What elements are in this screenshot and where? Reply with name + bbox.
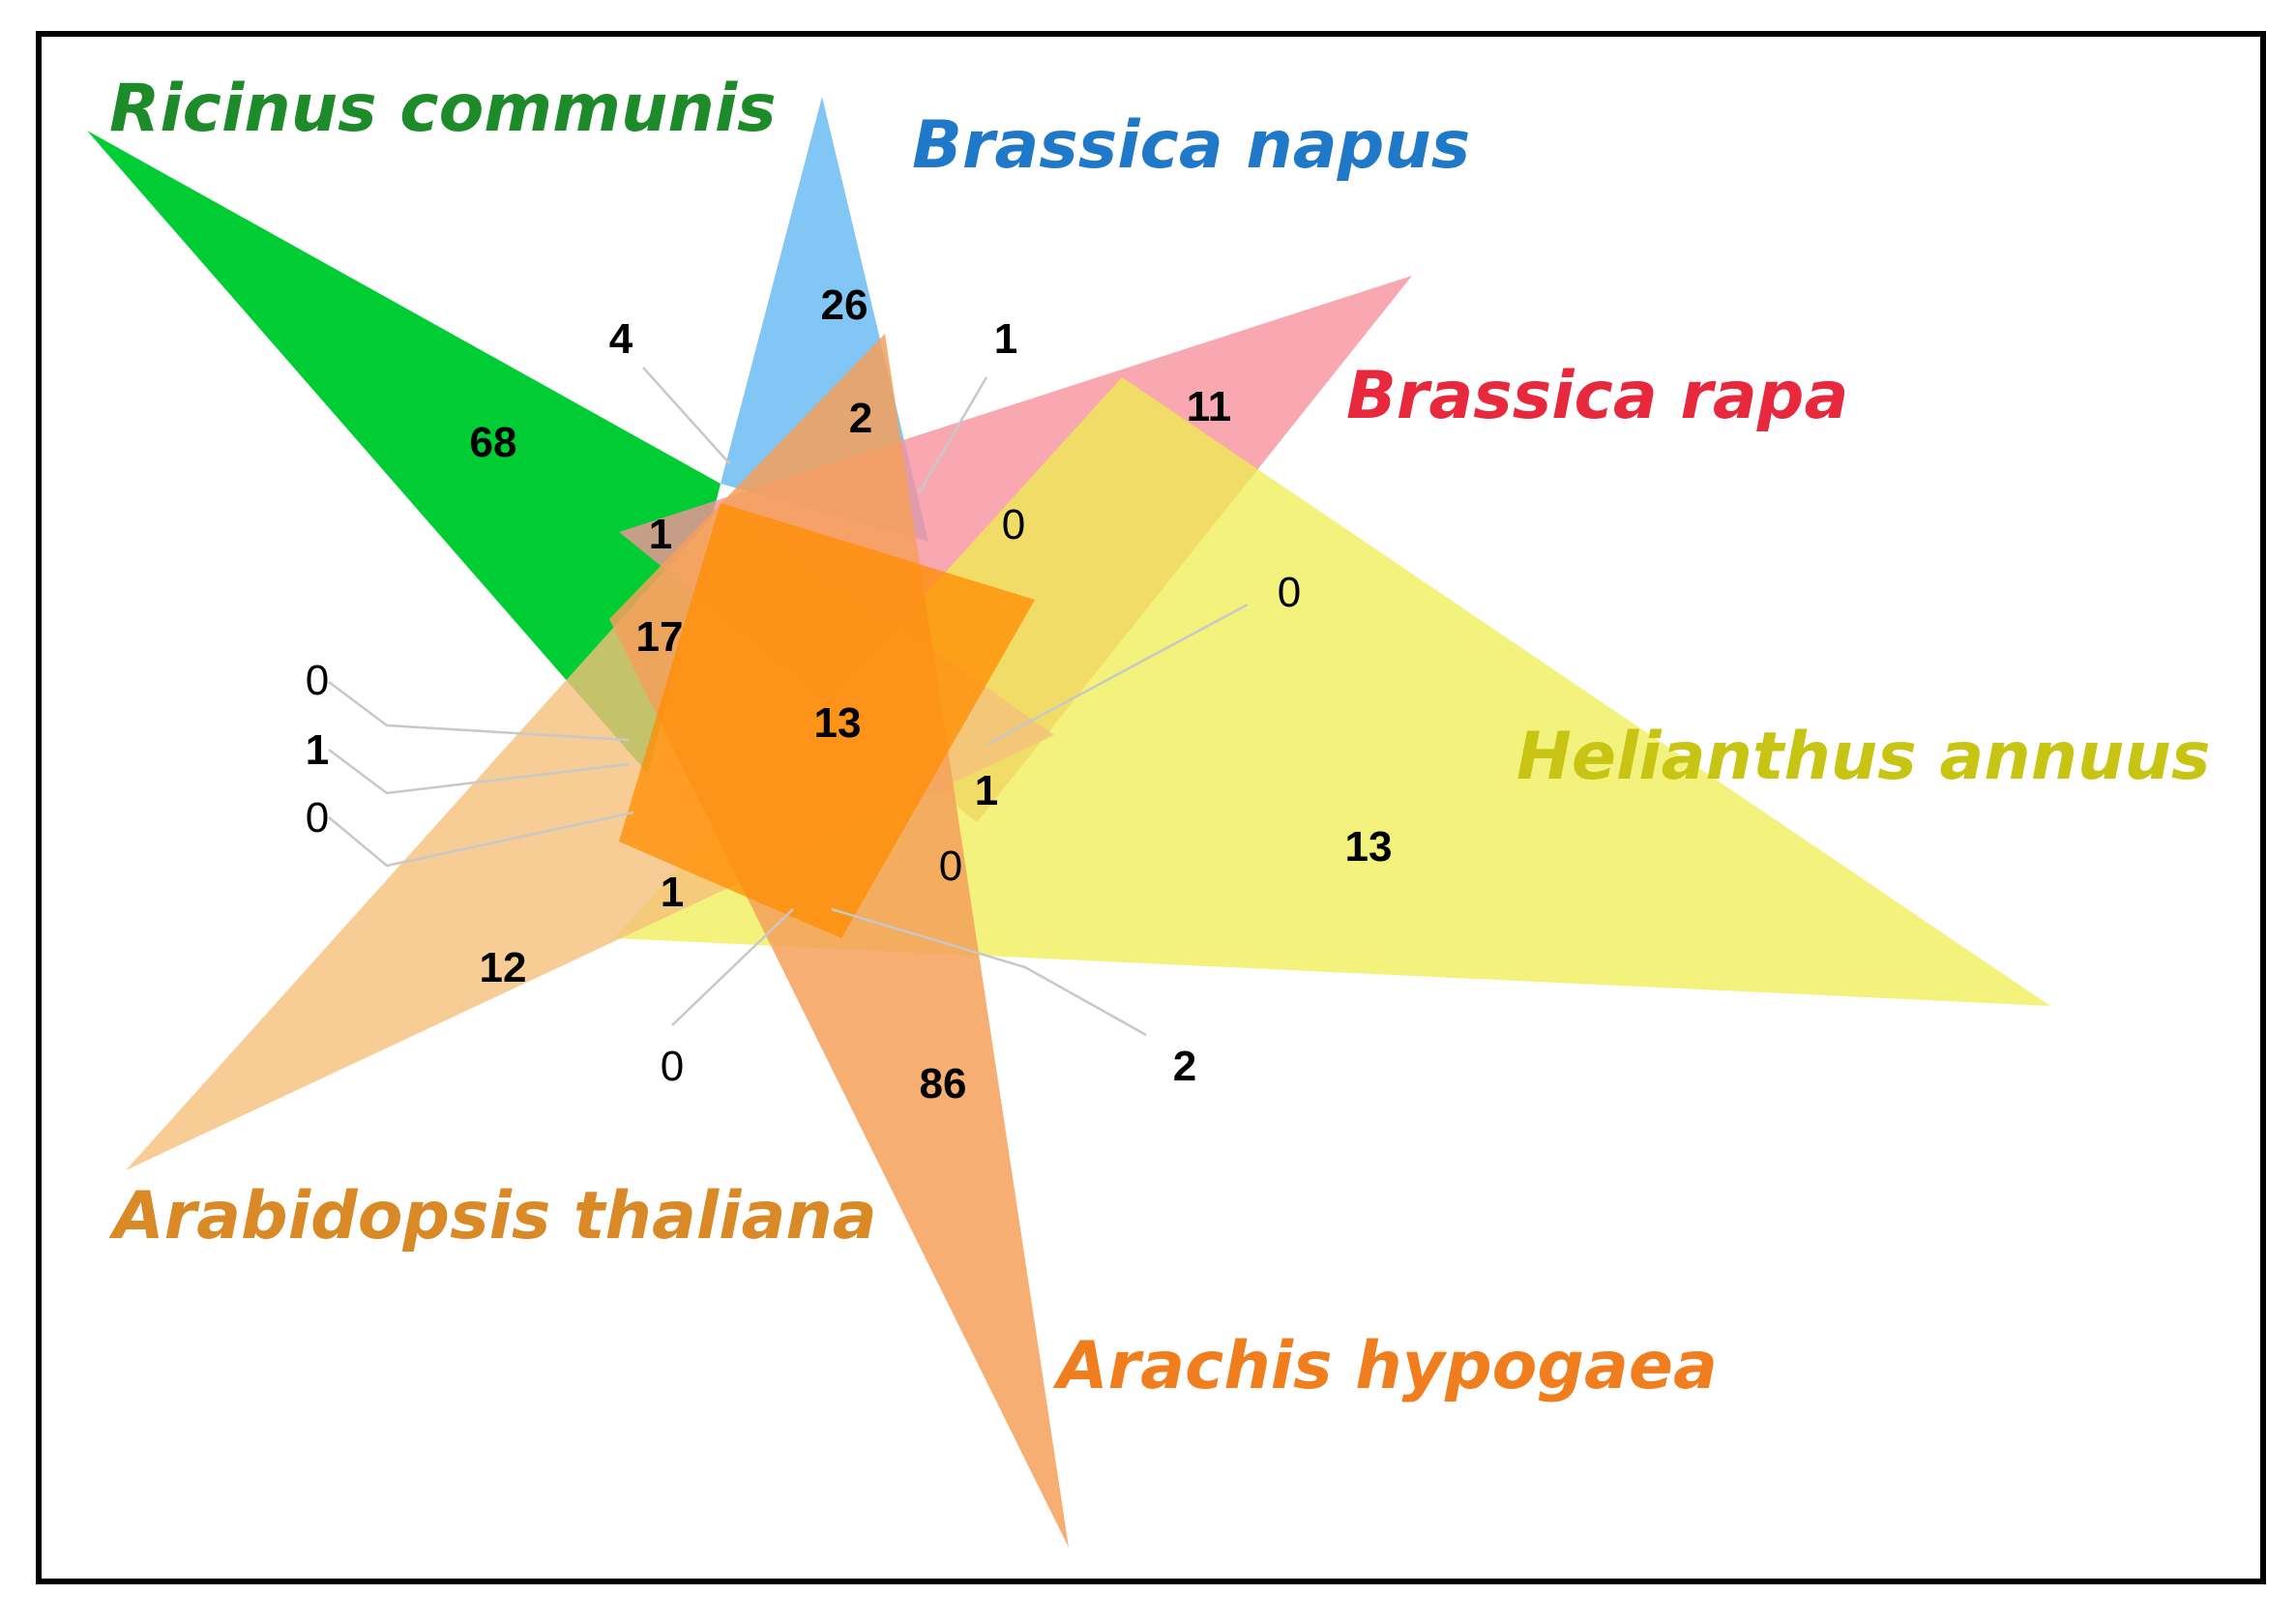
label-arabidopsis-thaliana: Arabidopsis thaliana <box>108 1178 877 1255</box>
count-intersection: 1 <box>994 315 1017 363</box>
leader-lines <box>328 367 1249 1037</box>
count-brapa-only: 11 <box>1187 383 1232 430</box>
count-arachis-only: 86 <box>920 1060 967 1107</box>
shape-helianthus-annuus <box>614 377 2050 1006</box>
count-helianthus-only: 13 <box>1345 823 1393 871</box>
unique-counts: 68 26 11 13 12 86 <box>470 281 1393 1107</box>
count-intersection: 1 <box>649 511 672 558</box>
count-intersection: 0 <box>939 842 962 890</box>
count-intersection: 2 <box>849 395 872 442</box>
count-intersection: 13 <box>814 699 862 747</box>
intersection-counts: 4 1 2 1 0 0 17 13 0 1 0 1 0 1 0 0 2 <box>306 315 1301 1090</box>
leader-line-0-left-a <box>328 681 630 742</box>
count-intersection: 4 <box>609 315 633 363</box>
count-intersection: 0 <box>661 1043 684 1090</box>
leader-line-1-top <box>917 376 988 494</box>
figure-frame <box>36 31 2266 1584</box>
label-brassica-napus: Brassica napus <box>912 107 1470 184</box>
shape-core-overlap <box>619 503 1035 938</box>
leader-line-4 <box>642 367 731 465</box>
leader-line-0-left-b <box>328 811 634 868</box>
label-helianthus-annuus: Helianthus annuus <box>1516 719 2210 795</box>
count-intersection: 1 <box>306 726 329 774</box>
label-brassica-rapa: Brassica rapa <box>1346 358 1848 434</box>
count-intersection: 0 <box>306 657 329 704</box>
count-ricinus-only: 68 <box>470 419 517 466</box>
leader-line-2-bottom <box>831 907 1147 1037</box>
leader-line-1-left <box>328 749 630 795</box>
count-intersection: 0 <box>306 794 329 842</box>
count-intersection: 0 <box>1278 569 1301 616</box>
count-arabidopsis-only: 12 <box>480 944 527 991</box>
count-intersection: 17 <box>636 613 684 661</box>
leader-line-0-bottom <box>671 908 794 1026</box>
count-intersection: 1 <box>661 869 684 916</box>
count-intersection: 2 <box>1173 1043 1196 1090</box>
count-bnapus-only: 26 <box>821 281 868 329</box>
count-intersection: 0 <box>1002 501 1025 548</box>
shape-ricinus-communis <box>87 131 721 774</box>
leader-line-0-right <box>986 603 1249 747</box>
set-shapes <box>87 97 2050 1548</box>
label-arachis-hypogaea: Arachis hypogaea <box>1052 1328 1718 1404</box>
count-intersection: 1 <box>975 767 998 814</box>
label-ricinus-communis: Ricinus communis <box>109 71 777 147</box>
set-labels: Ricinus communis Brassica napus Brassica… <box>108 71 2210 1404</box>
